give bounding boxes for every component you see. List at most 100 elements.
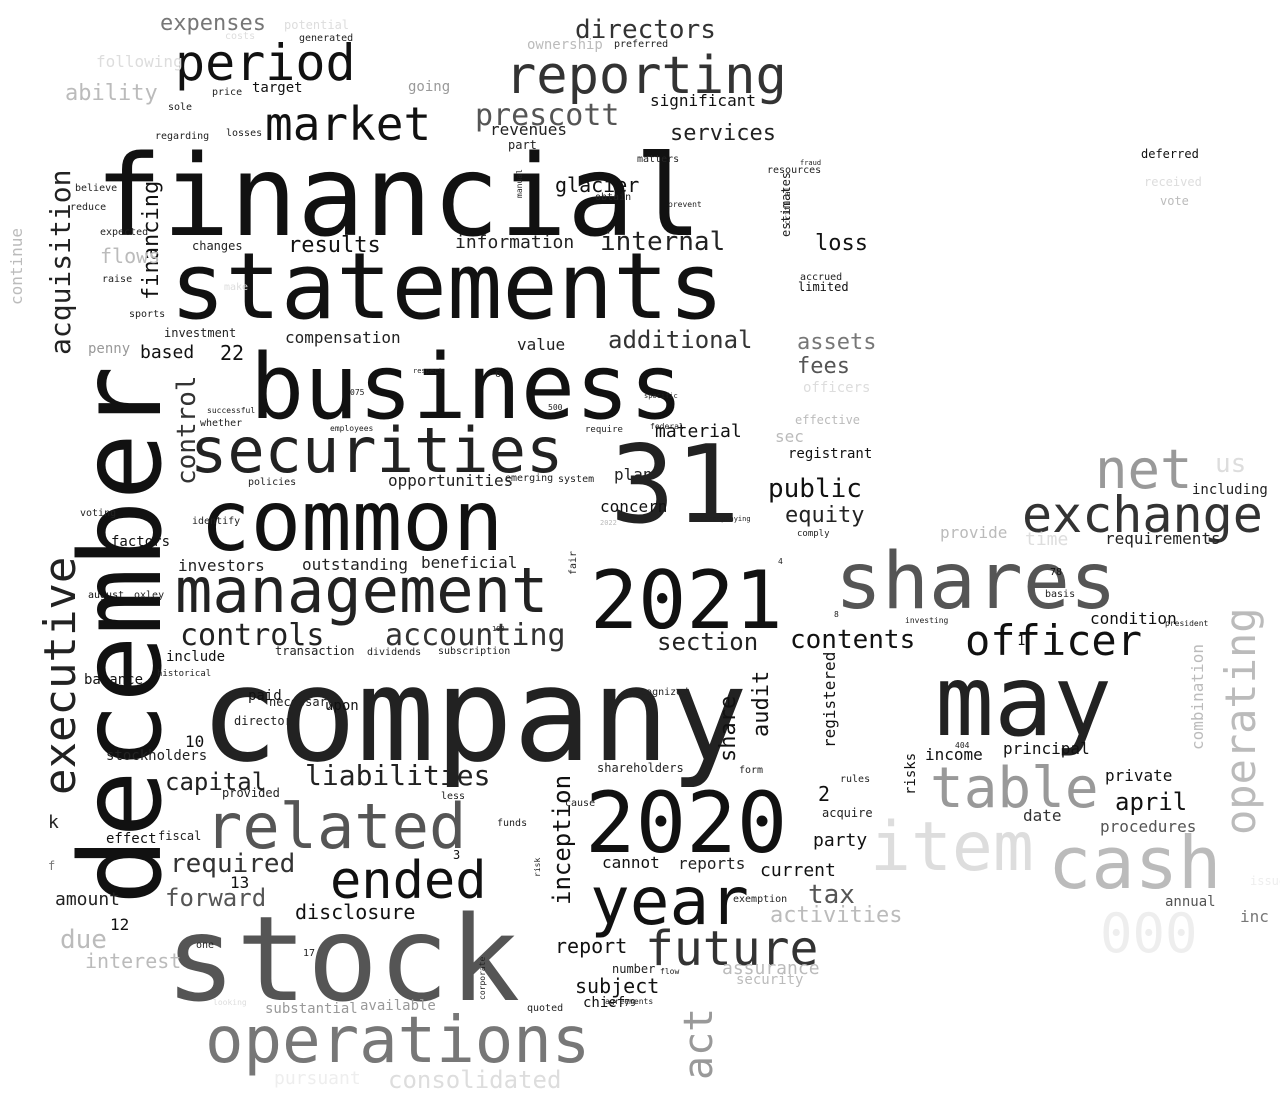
cloud-word-182: corporate — [478, 956, 487, 1000]
cloud-word-123: funds — [497, 818, 527, 829]
cloud-word-216: critical — [783, 186, 792, 225]
cloud-word-155: deferred — [1141, 147, 1199, 161]
cloud-word-133: exemption — [733, 894, 787, 905]
cloud-word-75: outstanding — [302, 555, 408, 574]
cloud-word-188: interest — [85, 949, 181, 973]
cloud-word-187: one — [196, 940, 214, 951]
cloud-word-222: federal — [650, 422, 684, 431]
cloud-word-193: flows — [100, 244, 160, 268]
cloud-word-199: 1 — [1017, 633, 1025, 649]
cloud-word-116: transaction — [275, 644, 354, 658]
cloud-word-11: 2020 — [585, 774, 787, 872]
cloud-word-190: amount — [55, 889, 120, 910]
cloud-word-196: 13 — [230, 873, 249, 892]
cloud-word-200: 78 — [1050, 567, 1062, 578]
cloud-word-198: 2 — [818, 782, 830, 806]
cloud-word-48: equity — [785, 503, 864, 528]
cloud-word-149: preferred — [614, 39, 668, 50]
cloud-word-166: whether — [200, 418, 242, 429]
cloud-word-151: matters — [637, 154, 679, 165]
cloud-word-120: changes — [192, 239, 243, 253]
cloud-word-174: necessary — [269, 695, 334, 709]
cloud-word-30: accounting — [385, 618, 566, 653]
cloud-word-55: share — [716, 696, 741, 762]
cloud-word-65: consolidated — [388, 1066, 561, 1094]
cloud-word-16: cash — [1048, 821, 1221, 905]
cloud-word-126: accrued — [800, 272, 842, 283]
cloud-word-124: risks — [903, 753, 919, 795]
cloud-word-92: combination — [1188, 644, 1207, 750]
cloud-word-164: voting — [80, 508, 116, 519]
cloud-word-204: 404 — [955, 741, 970, 750]
cloud-word-201: 3 — [453, 848, 460, 862]
cloud-word-67: material — [655, 421, 742, 442]
cloud-word-13: securities — [190, 414, 563, 487]
cloud-word-90: requirements — [1105, 529, 1221, 548]
cloud-word-127: limited — [798, 280, 849, 294]
cloud-word-211: k — [48, 812, 59, 833]
cloud-word-5: stock — [165, 890, 520, 1028]
cloud-word-129: effective — [795, 413, 860, 427]
cloud-word-195: 10 — [185, 732, 204, 751]
cloud-word-85: cannot — [602, 853, 660, 872]
cloud-word-101: continue — [7, 228, 26, 305]
cloud-word-52: tax — [808, 880, 855, 910]
cloud-word-165: identify — [192, 516, 240, 527]
cloud-word-168: employees — [330, 424, 374, 433]
cloud-word-22: item — [870, 808, 1034, 887]
cloud-word-119: investment — [164, 326, 236, 340]
cloud-word-60: subject — [575, 974, 659, 998]
cloud-word-173: historical — [157, 669, 211, 679]
cloud-word-40: control — [172, 375, 202, 485]
cloud-word-34: act — [676, 1008, 722, 1080]
cloud-word-84: sec — [775, 427, 804, 446]
cloud-word-125: registrant — [788, 446, 872, 462]
cloud-word-51: additional — [608, 326, 753, 354]
cloud-word-44: internal — [600, 227, 725, 257]
cloud-word-130: acquire — [822, 806, 873, 820]
cloud-word-41: directors — [575, 15, 716, 45]
cloud-word-176: oxley — [134, 590, 164, 601]
cloud-word-63: glacier — [555, 173, 639, 197]
cloud-word-152: obtain — [595, 192, 631, 203]
cloud-word-35: prescott — [475, 98, 620, 133]
cloud-word-135: number — [612, 962, 655, 976]
cloud-word-56: audit — [749, 671, 774, 737]
cloud-word-206: 100 — [492, 625, 505, 633]
cloud-word-86: reports — [678, 854, 745, 873]
cloud-word-163: reduce — [70, 202, 106, 213]
cloud-word-50: april — [1115, 788, 1187, 816]
cloud-word-102: penny — [88, 341, 130, 357]
cloud-word-42: required — [170, 849, 295, 879]
cloud-word-215: fraud — [800, 159, 821, 167]
cloud-word-82: principal — [1003, 739, 1090, 758]
cloud-word-18: year — [590, 863, 749, 940]
cloud-word-172: require — [585, 425, 623, 435]
cloud-word-158: make — [224, 282, 248, 293]
cloud-word-4: business — [250, 335, 683, 440]
cloud-word-153: resources — [767, 165, 821, 176]
cloud-word-105: paid — [248, 688, 282, 704]
cloud-word-209: 8 — [834, 610, 839, 619]
cloud-word-217: prevent — [668, 200, 702, 209]
cloud-word-61: activities — [770, 903, 902, 928]
cloud-word-128: officers — [803, 380, 870, 396]
cloud-word-207: 075 — [350, 388, 365, 397]
cloud-word-78: value — [517, 335, 565, 354]
cloud-word-69: revenues — [490, 120, 567, 139]
cloud-word-0: company — [200, 639, 748, 791]
cloud-word-184: investing — [905, 616, 949, 625]
cloud-word-167: successful — [207, 406, 255, 415]
cloud-word-181: flow — [660, 967, 679, 976]
cloud-word-73: investors — [178, 556, 265, 575]
cloud-word-15: related — [205, 790, 466, 863]
cloud-word-138: going — [408, 79, 450, 95]
cloud-word-24: future — [645, 921, 818, 977]
cloud-word-12: management — [175, 554, 548, 627]
cloud-word-79: based — [140, 342, 194, 363]
cloud-word-20: period — [175, 34, 356, 92]
cloud-word-64: us — [1215, 449, 1246, 479]
cloud-word-53: financing — [139, 181, 164, 300]
cloud-word-10: may — [935, 645, 1112, 759]
cloud-word-58: disclosure — [295, 900, 415, 924]
